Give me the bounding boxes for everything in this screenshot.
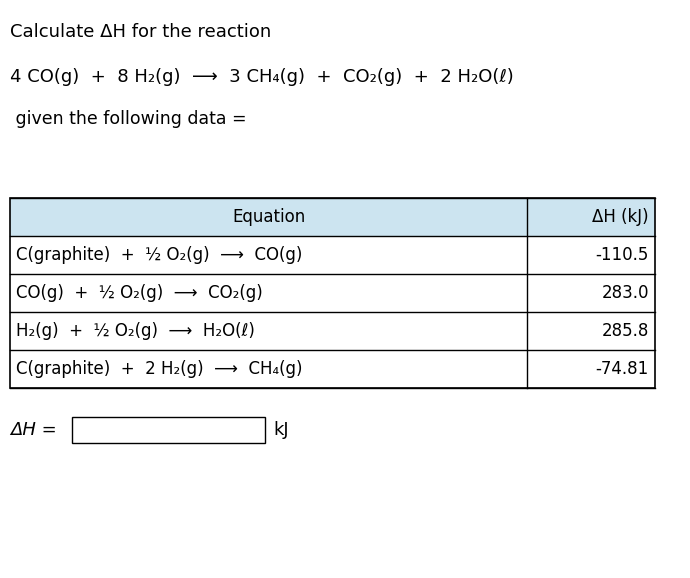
Text: C(graphite)  +  ½ O₂(g)  ⟶  CO(g): C(graphite) + ½ O₂(g) ⟶ CO(g) — [16, 246, 302, 264]
Text: ΔH =: ΔH = — [10, 421, 57, 439]
Text: 4 CO(g)  +  8 H₂(g)  ⟶  3 CH₄(g)  +  CO₂(g)  +  2 H₂O(ℓ): 4 CO(g) + 8 H₂(g) ⟶ 3 CH₄(g) + CO₂(g) + … — [10, 68, 514, 86]
Text: C(graphite)  +  2 H₂(g)  ⟶  CH₄(g): C(graphite) + 2 H₂(g) ⟶ CH₄(g) — [16, 360, 302, 378]
Bar — [10, 198, 655, 388]
Text: kJ: kJ — [273, 421, 288, 439]
Text: ΔH (kJ): ΔH (kJ) — [593, 208, 649, 226]
Text: given the following data =: given the following data = — [10, 110, 246, 128]
Text: H₂(g)  +  ½ O₂(g)  ⟶  H₂O(ℓ): H₂(g) + ½ O₂(g) ⟶ H₂O(ℓ) — [16, 322, 255, 340]
Text: CO(g)  +  ½ O₂(g)  ⟶  CO₂(g): CO(g) + ½ O₂(g) ⟶ CO₂(g) — [16, 284, 263, 302]
Bar — [10, 198, 655, 236]
Text: -74.81: -74.81 — [595, 360, 649, 378]
Text: Calculate ΔH for the reaction: Calculate ΔH for the reaction — [10, 23, 271, 41]
Text: 285.8: 285.8 — [602, 322, 649, 340]
Bar — [72, 417, 265, 443]
Text: 283.0: 283.0 — [602, 284, 649, 302]
Text: Equation: Equation — [232, 208, 305, 226]
Text: -110.5: -110.5 — [595, 246, 649, 264]
